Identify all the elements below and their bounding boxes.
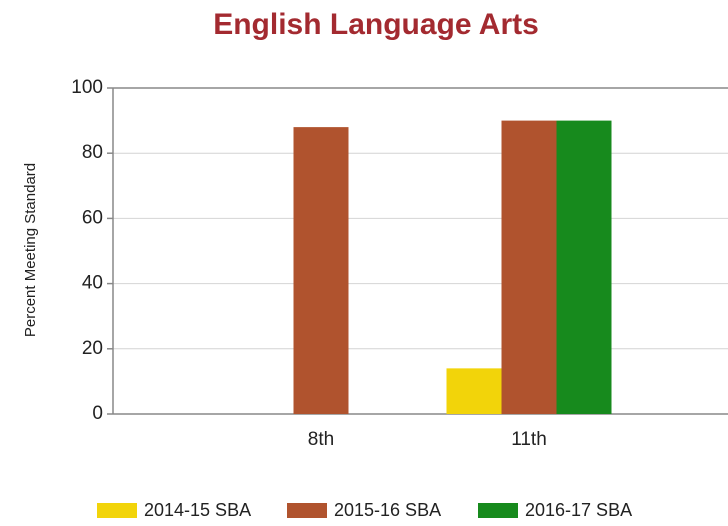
legend-swatch	[97, 503, 137, 518]
legend-swatch	[287, 503, 327, 518]
y-tick-label: 0	[92, 403, 103, 424]
bar	[293, 127, 349, 415]
legend-swatch	[478, 503, 518, 518]
y-axis-label: Percent Meeting Standard	[22, 163, 39, 337]
y-tick-label: 40	[82, 273, 103, 294]
x-tick-label: 8th	[308, 429, 334, 450]
bar	[446, 368, 502, 414]
y-tick-label: 80	[82, 142, 103, 163]
y-tick-label: 60	[82, 207, 103, 228]
chart-title: English Language Arts	[213, 8, 539, 41]
y-tick-label: 100	[71, 77, 103, 98]
bar	[556, 120, 612, 414]
legend-label: 2014-15 SBA	[144, 500, 251, 520]
bar	[501, 120, 557, 414]
y-tick-label: 20	[82, 338, 103, 359]
x-tick-label: 11th	[511, 429, 547, 450]
legend-label: 2016-17 SBA	[525, 500, 632, 520]
legend-label: 2015-16 SBA	[334, 500, 441, 520]
